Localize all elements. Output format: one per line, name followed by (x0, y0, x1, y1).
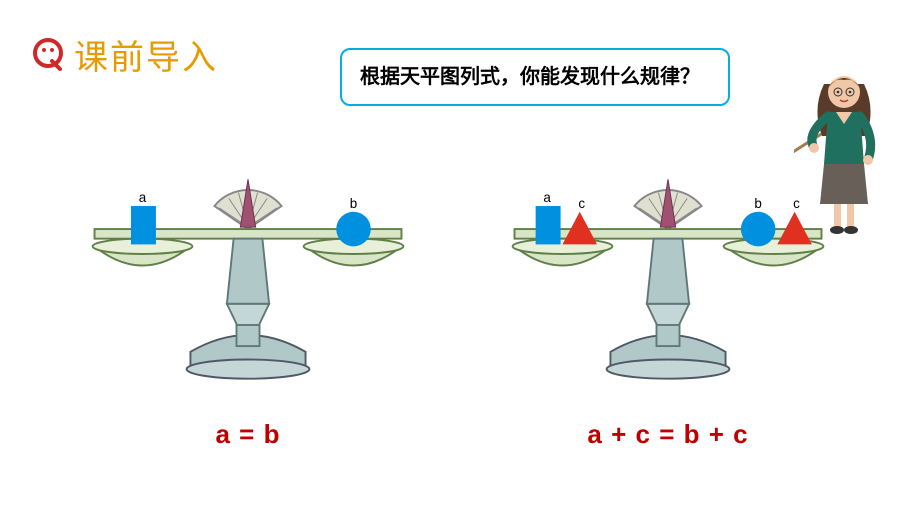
dial (634, 179, 701, 229)
question-speech-box: 根据天平图列式，你能发现什么规律？ (340, 48, 730, 106)
question-text: 根据天平图列式，你能发现什么规律？ (360, 66, 700, 88)
right-balance-scale: a c b c a + c = b + c (478, 160, 858, 450)
svg-text:b: b (350, 196, 357, 211)
scales-area: a b a = b (58, 160, 870, 450)
slide-header: 课前导入 (30, 30, 218, 79)
left-balance-scale: a b a = b (58, 160, 438, 450)
header-title: 课前导入 (74, 30, 218, 79)
svg-text:c: c (793, 196, 800, 211)
right-equation: a + c = b + c (587, 419, 748, 450)
q-icon (30, 37, 66, 73)
dial (214, 179, 281, 229)
svg-text:a: a (543, 190, 551, 205)
svg-text:c: c (578, 196, 585, 211)
svg-text:a: a (139, 190, 147, 205)
left-equation: a = b (216, 419, 281, 450)
svg-text:b: b (754, 196, 761, 211)
